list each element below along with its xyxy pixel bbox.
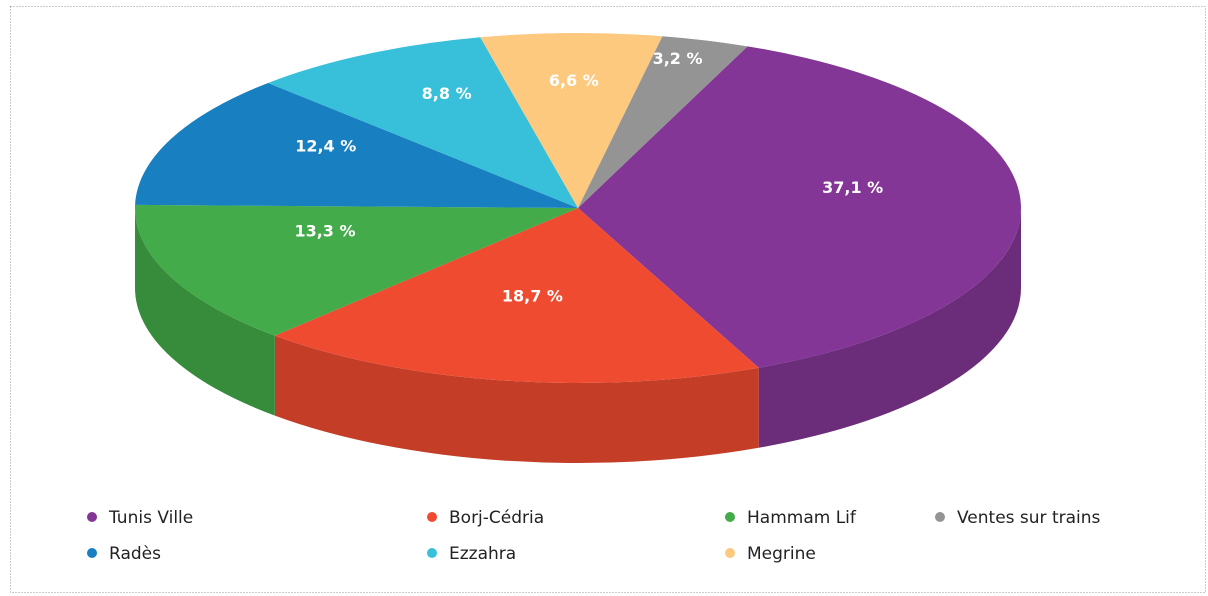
data-label: 6,6 % xyxy=(549,71,599,90)
data-label: 3,2 % xyxy=(653,49,703,68)
legend-label: Ezzahra xyxy=(449,544,516,564)
pie-slice xyxy=(135,204,578,336)
pie-slice xyxy=(578,46,1021,368)
legend-marker xyxy=(87,512,97,522)
pie-slice xyxy=(480,33,663,209)
legend-label: Megrine xyxy=(747,544,816,564)
legend-marker xyxy=(427,512,437,522)
data-label: 12,4 % xyxy=(295,137,356,156)
legend-marker xyxy=(725,512,735,522)
pie-slice xyxy=(135,82,578,208)
data-label: 13,3 % xyxy=(294,222,355,241)
data-label: 18,7 % xyxy=(502,286,563,305)
legend-marker xyxy=(427,548,437,558)
data-label: 8,8 % xyxy=(422,84,472,103)
legend-label: Ventes sur trains xyxy=(957,508,1101,528)
legend-label: Radès xyxy=(109,544,161,564)
pie-slice xyxy=(578,36,748,208)
data-label: 37,1 % xyxy=(822,178,883,197)
legend-marker xyxy=(87,548,97,558)
pie-side xyxy=(274,335,759,463)
legend-label: Hammam Lif xyxy=(747,508,857,528)
legend-label: Tunis Ville xyxy=(108,508,193,528)
pie-slice xyxy=(274,208,759,383)
chart-border xyxy=(10,6,1206,593)
pie-side xyxy=(135,208,275,416)
legend-marker xyxy=(935,512,945,522)
pie-slice xyxy=(268,37,578,209)
legend-label: Borj-Cédria xyxy=(449,508,544,528)
pie-side xyxy=(758,208,1021,448)
legend-marker xyxy=(725,548,735,558)
